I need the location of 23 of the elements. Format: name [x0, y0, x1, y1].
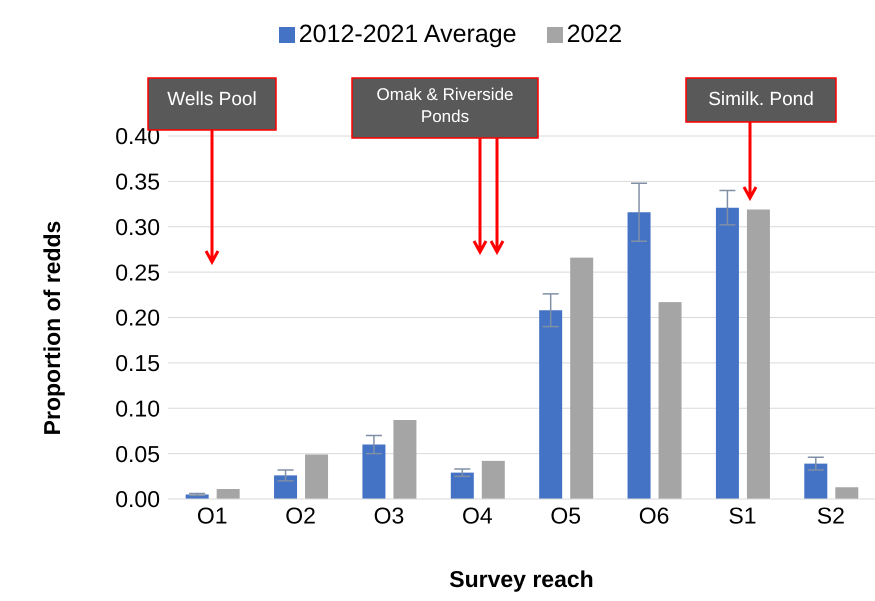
text: Omak & Riverside Ponds [376, 85, 514, 126]
x-tick-label: S2 [816, 502, 845, 528]
text: Similk. Pond [708, 89, 814, 110]
y-tick-label: 0.10 [115, 395, 160, 422]
x-tick-label: O5 [550, 502, 582, 528]
y-tick-label: 0.25 [115, 259, 160, 286]
y-tick-label: 0.20 [115, 304, 160, 331]
legend-label: 2012-2021 Average [298, 20, 517, 48]
x-axis-title: Survey reach [449, 566, 594, 592]
x-tick-label: O1 [196, 502, 228, 528]
x-tick-label: O3 [374, 502, 404, 528]
x-tick-label: O6 [638, 502, 670, 528]
x-tick-label: O2 [285, 502, 316, 528]
text: Wells Pool [167, 89, 257, 110]
y-tick-label: 0.15 [115, 350, 160, 376]
x-tick-label: O4 [462, 502, 493, 528]
x-tick-label: S1 [728, 502, 757, 528]
y-tick-label: 0.35 [115, 168, 160, 195]
y-axis-title: Proportion of redds [39, 220, 65, 436]
y-tick-label: 0.00 [115, 486, 160, 512]
y-tick-label: 0.30 [115, 214, 160, 240]
legend-label: 2022 [566, 20, 622, 48]
y-tick-label: 0.05 [115, 440, 160, 467]
